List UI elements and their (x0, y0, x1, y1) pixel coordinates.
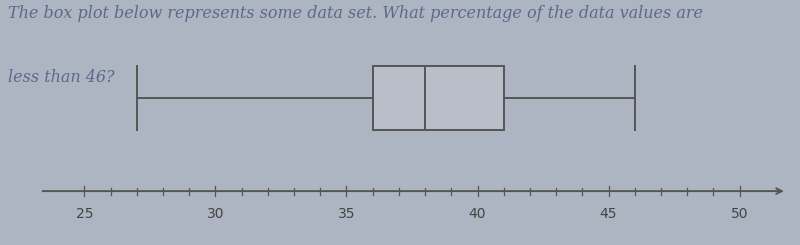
Text: The box plot below represents some data set. What percentage of the data values : The box plot below represents some data … (8, 5, 703, 22)
Text: 30: 30 (206, 207, 224, 221)
Text: 25: 25 (76, 207, 93, 221)
Text: 45: 45 (600, 207, 618, 221)
Text: less than 46?: less than 46? (8, 69, 114, 86)
Bar (373, 66, 504, 130)
Text: 50: 50 (731, 207, 748, 221)
Text: 40: 40 (469, 207, 486, 221)
Text: 35: 35 (338, 207, 355, 221)
